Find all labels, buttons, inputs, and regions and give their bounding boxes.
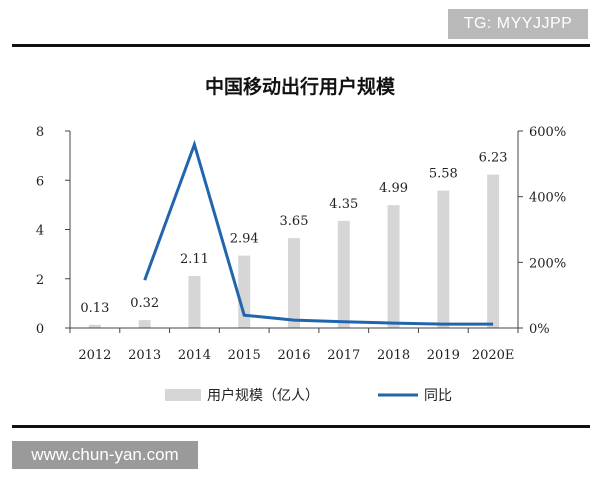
bar-2019 (437, 190, 450, 328)
data-label-2019: 5.58 (429, 167, 458, 182)
data-label-2018: 4.99 (379, 181, 408, 196)
bottom-rule (12, 425, 590, 428)
right-tick-label: 600% (529, 125, 566, 140)
site-watermark: www.chun-yan.com (12, 441, 198, 469)
yoy-growth-line (143, 139, 494, 326)
left-tick-label: 4 (36, 224, 44, 239)
x-tick-label-2020E: 2020E (472, 348, 515, 363)
x-tick-label-2019: 2019 (427, 348, 460, 363)
bar-2013 (138, 320, 151, 328)
data-labels: 0.13 0.32 2.11 2.94 3.65 4.35 4.99 5.58 6.23 (80, 151, 507, 316)
data-label-2016: 3.65 (280, 214, 309, 229)
bar-2014 (188, 276, 201, 328)
data-label-2017: 4.35 (329, 197, 358, 212)
left-tick-label: 8 (36, 125, 44, 140)
data-label-2012: 0.13 (80, 301, 109, 316)
top-rule (12, 44, 590, 47)
left-tick-label: 0 (36, 322, 44, 337)
legend-bar-label: 用户规模（亿人） (207, 387, 319, 404)
right-tick-label: 0% (529, 322, 550, 337)
data-label-2014: 2.11 (180, 252, 209, 267)
bar-series (88, 174, 500, 328)
bar-2015 (238, 255, 251, 328)
data-label-2015: 2.94 (230, 232, 259, 247)
x-tick-label-2014: 2014 (178, 348, 211, 363)
right-tick-label: 400% (529, 191, 566, 206)
line-series (143, 139, 494, 326)
bar-2012 (88, 324, 101, 328)
x-tick-label-2016: 2016 (277, 348, 310, 363)
x-tick-label-2013: 2013 (128, 348, 161, 363)
x-tick-label-2017: 2017 (327, 348, 360, 363)
right-tick-label: 200% (529, 256, 566, 271)
legend: 用户规模（亿人） 同比 (165, 387, 452, 404)
bar-2016 (288, 238, 300, 328)
x-tick-label-2015: 2015 (228, 348, 261, 363)
data-label-2013: 0.32 (130, 296, 159, 311)
left-tick-label: 6 (36, 174, 44, 189)
bar-2020E (487, 174, 500, 328)
axes: 0 2 4 6 8 0% 200% 400% 600% 2012 2013 2014 2015 2016 2… (36, 125, 566, 363)
data-label-2020E: 6.23 (479, 151, 508, 166)
bar-2018 (387, 205, 400, 328)
bar-2017 (337, 220, 350, 328)
chart-title: 中国移动出行用户规模 (205, 75, 396, 98)
legend-line-label: 同比 (424, 388, 452, 404)
x-tick-label-2018: 2018 (377, 348, 410, 363)
left-tick-label: 2 (36, 273, 44, 288)
legend-bar-swatch (165, 389, 201, 401)
telegram-watermark: TG: MYYJJPP (448, 9, 588, 39)
x-tick-label-2012: 2012 (78, 348, 111, 363)
